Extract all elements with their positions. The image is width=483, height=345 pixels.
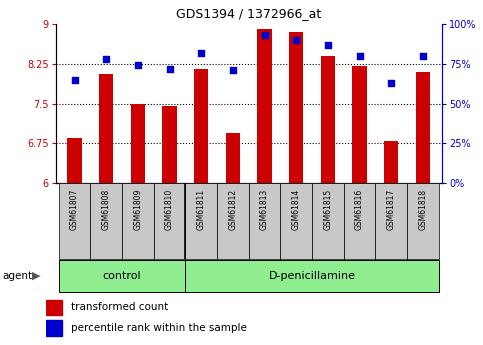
Text: GSM61816: GSM61816 <box>355 189 364 230</box>
Text: GSM61813: GSM61813 <box>260 189 269 230</box>
Bar <box>99 75 114 183</box>
Text: GSM61817: GSM61817 <box>387 189 396 230</box>
Text: GSM61807: GSM61807 <box>70 189 79 230</box>
Bar <box>68 138 82 183</box>
Text: GSM61809: GSM61809 <box>133 189 142 230</box>
Bar <box>344 183 375 259</box>
Text: GSM61810: GSM61810 <box>165 189 174 230</box>
Point <box>198 50 205 56</box>
Text: control: control <box>103 271 142 281</box>
Point <box>387 80 395 86</box>
Bar <box>281 183 312 259</box>
Bar <box>226 132 240 183</box>
Point <box>71 77 78 82</box>
Text: GSM61815: GSM61815 <box>324 189 332 230</box>
Bar <box>185 260 439 292</box>
Point <box>102 56 110 62</box>
Bar <box>90 183 122 259</box>
Bar <box>375 183 407 259</box>
Point <box>229 67 237 73</box>
Bar <box>122 183 154 259</box>
Bar <box>162 106 177 183</box>
Point <box>356 53 364 59</box>
Bar <box>217 183 249 259</box>
Text: GSM61812: GSM61812 <box>228 189 238 230</box>
Bar <box>194 69 208 183</box>
Text: GSM61818: GSM61818 <box>418 189 427 230</box>
Title: GDS1394 / 1372966_at: GDS1394 / 1372966_at <box>176 7 321 20</box>
Bar <box>416 72 430 183</box>
Bar <box>46 320 62 336</box>
Text: D-penicillamine: D-penicillamine <box>269 271 355 281</box>
Bar <box>46 299 62 315</box>
Bar <box>257 29 272 183</box>
Text: agent: agent <box>2 271 32 281</box>
Bar <box>131 104 145 183</box>
Text: percentile rank within the sample: percentile rank within the sample <box>71 323 246 333</box>
Point <box>292 37 300 43</box>
Bar <box>289 32 303 183</box>
Bar <box>384 140 398 183</box>
Point <box>166 66 173 71</box>
Bar <box>59 260 185 292</box>
Text: GSM61814: GSM61814 <box>292 189 301 230</box>
Bar <box>321 56 335 183</box>
Bar <box>185 183 217 259</box>
Point <box>324 42 332 48</box>
Bar <box>312 183 344 259</box>
Bar <box>59 183 90 259</box>
Bar <box>154 183 185 259</box>
Text: ▶: ▶ <box>32 271 41 281</box>
Point <box>134 63 142 68</box>
Text: GSM61811: GSM61811 <box>197 189 206 230</box>
Point <box>419 53 427 59</box>
Bar <box>353 67 367 183</box>
Bar <box>407 183 439 259</box>
Text: GSM61808: GSM61808 <box>102 189 111 230</box>
Point <box>261 32 269 38</box>
Text: transformed count: transformed count <box>71 303 168 313</box>
Bar <box>249 183 281 259</box>
